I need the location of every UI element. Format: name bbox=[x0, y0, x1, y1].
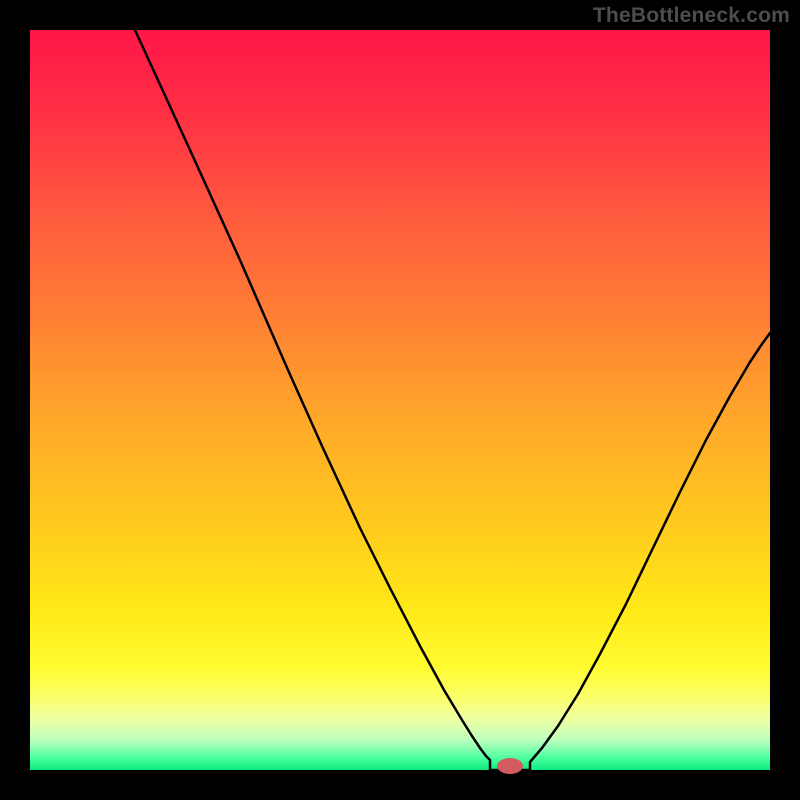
site-branding: TheBottleneck.com bbox=[593, 4, 790, 28]
bottleneck-chart bbox=[0, 0, 800, 800]
chart-background bbox=[30, 30, 770, 770]
optimal-marker bbox=[497, 758, 523, 774]
